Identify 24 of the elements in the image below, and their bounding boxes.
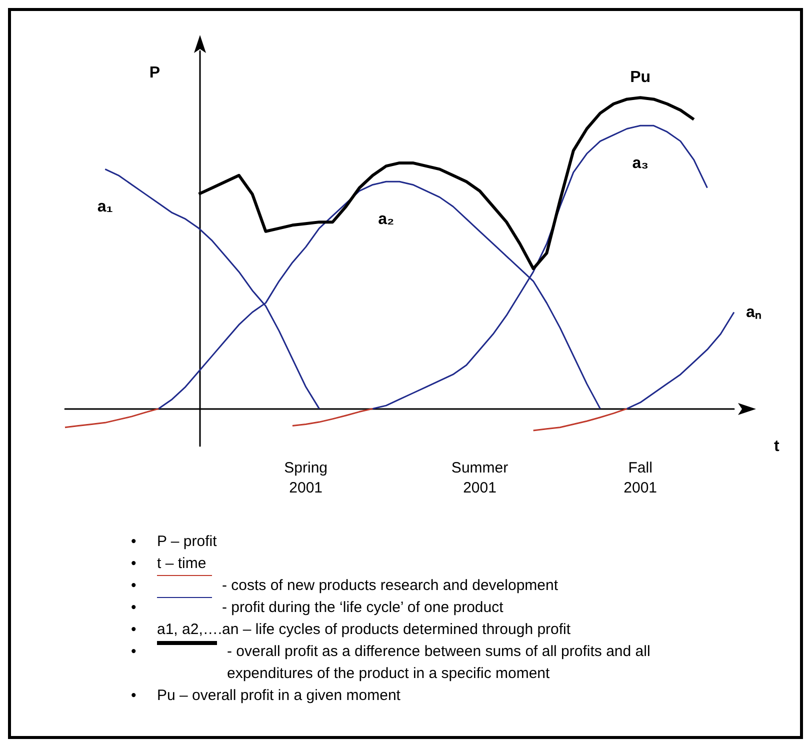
text: - profit during the ‘life cycle’ of one product	[222, 598, 504, 618]
text: a1, a2,….an – life cycles of products determined through profit	[157, 620, 571, 640]
x-tick-label: Summer 2001	[451, 460, 508, 496]
x-tick-label: Spring 2001	[284, 460, 328, 496]
text: - costs of new products research and development	[222, 576, 558, 596]
text: •	[131, 532, 138, 552]
text: •	[131, 642, 138, 662]
series-label: a₃	[632, 155, 648, 172]
series-label: a₂	[378, 211, 394, 228]
text: •	[131, 576, 138, 596]
text: - overall profit as a difference between sums of all profits and all expenditures of the product in a specific moment	[227, 642, 652, 684]
x-axis-title: t	[774, 438, 780, 456]
text: •	[131, 598, 138, 618]
text: P – profit	[157, 532, 217, 552]
series-label: aₙ	[746, 304, 761, 321]
text: Pu – overall profit in a given moment	[157, 686, 400, 706]
series-label: Pu	[630, 69, 651, 86]
y-axis-title: P	[149, 64, 160, 82]
text: t – time	[157, 554, 206, 574]
x-tick-label: Fall 2001	[624, 460, 658, 496]
text: •	[131, 686, 138, 706]
text: •	[131, 554, 138, 574]
series-label: a₁	[97, 198, 114, 216]
text: •	[131, 620, 138, 640]
